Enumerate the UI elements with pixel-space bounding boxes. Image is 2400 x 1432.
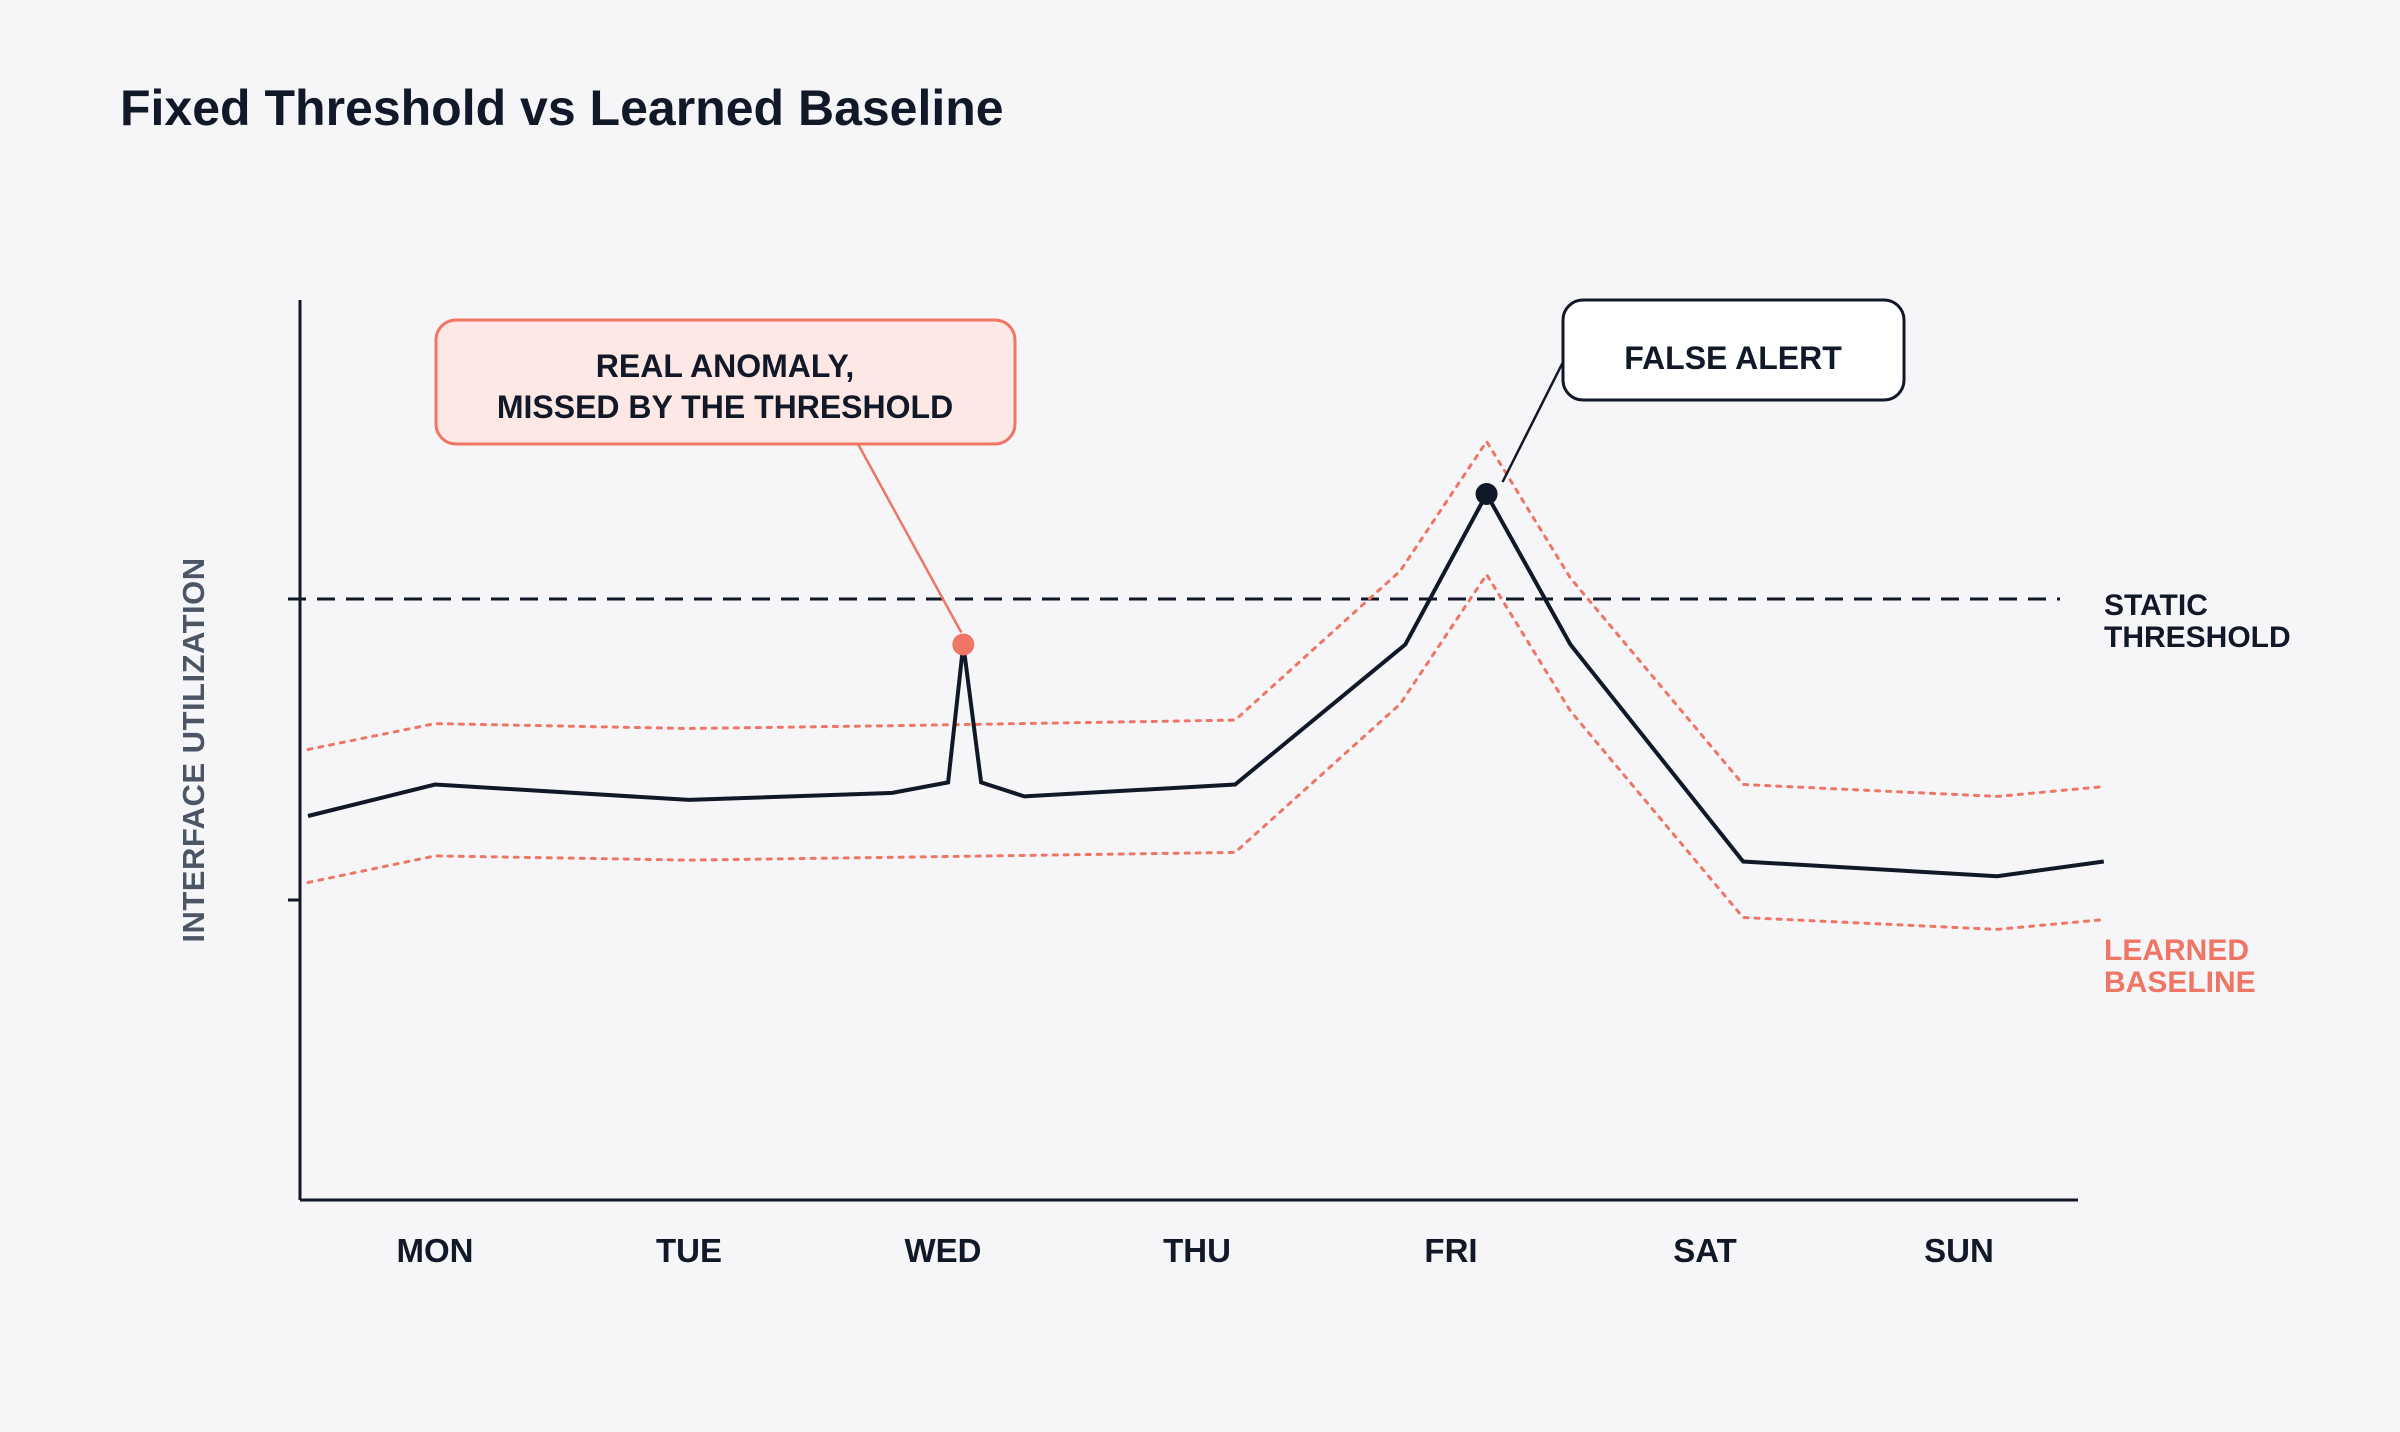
- false-alert-marker: [1475, 483, 1498, 505]
- series-observed: [307, 489, 2105, 879]
- false-alert-leader: [1501, 361, 1565, 483]
- series-baseline-upper: [306, 438, 2106, 798]
- x-tick-label-tue: TUE: [656, 1232, 722, 1269]
- series-baseline-lower: [306, 571, 2106, 931]
- x-tick-label-wed: WED: [905, 1232, 982, 1269]
- x-tick-label-sat: SAT: [1673, 1232, 1737, 1269]
- x-tick-label-mon: MON: [397, 1232, 474, 1269]
- baseline-label-line2: BASELINE: [2104, 966, 2256, 999]
- real-anomaly-text-line1: REAL ANOMALY,: [596, 348, 854, 384]
- axes: [288, 300, 2078, 1202]
- real-anomaly-callout: REAL ANOMALY, MISSED BY THE THRESHOLD: [434, 318, 1017, 446]
- baseline-label: LEARNED BASELINE: [2104, 934, 2256, 999]
- callouts: [856, 361, 1565, 656]
- threshold-label-line2: THRESHOLD: [2104, 621, 2291, 654]
- x-tick-label-fri: FRI: [1424, 1232, 1477, 1269]
- false-alert-callout: FALSE ALERT: [1561, 298, 1906, 402]
- real-anomaly-leader: [856, 443, 963, 634]
- real-anomaly-marker: [952, 633, 975, 656]
- y-axis-label: INTERFACE UTILIZATION: [176, 557, 211, 942]
- threshold-label: STATIC THRESHOLD: [2104, 589, 2291, 654]
- false-alert-text: FALSE ALERT: [1624, 340, 1842, 376]
- chart-title: Fixed Threshold vs Learned Baseline: [120, 80, 1004, 136]
- baseline-label-line1: LEARNED: [2104, 934, 2249, 967]
- real-anomaly-text-line2: MISSED BY THE THRESHOLD: [497, 389, 953, 425]
- x-tick-labels: MON TUE WED THU FRI SAT SUN: [397, 1232, 1994, 1269]
- threshold-label-line1: STATIC: [2104, 589, 2208, 622]
- false-alert-box: [1561, 298, 1906, 402]
- x-tick-label-thu: THU: [1163, 1232, 1231, 1269]
- real-anomaly-box: [434, 318, 1017, 446]
- x-tick-label-sun: SUN: [1924, 1232, 1994, 1269]
- series-layer: [306, 438, 2106, 931]
